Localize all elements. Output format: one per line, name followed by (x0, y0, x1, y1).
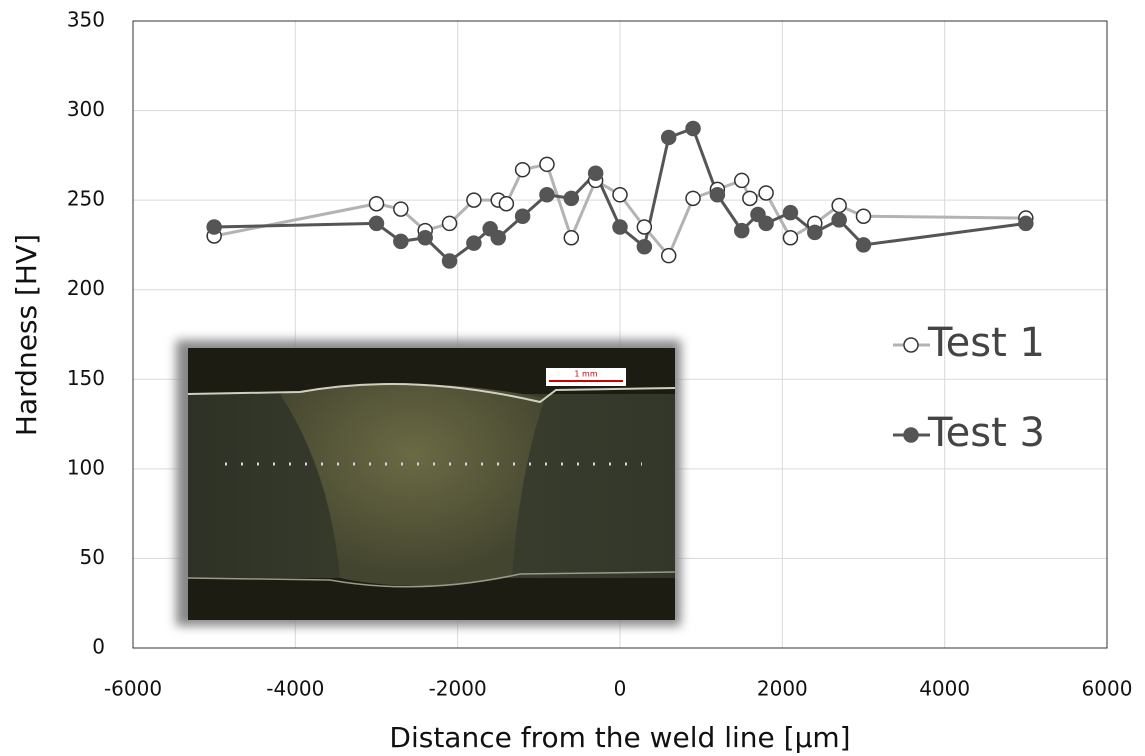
data-point (758, 185, 774, 201)
bottom-surface (187, 571, 676, 588)
legend-label: Test 3 (927, 410, 1045, 456)
x-tick-label: -4000 (266, 677, 324, 701)
data-point (612, 187, 628, 203)
data-point (563, 190, 580, 207)
data-point (514, 161, 531, 178)
data-point (393, 201, 409, 217)
x-axis-title: Distance from the weld line [µm] (389, 721, 850, 754)
scale-label: 1 mm (574, 370, 597, 379)
legend-label: Test 1 (927, 320, 1045, 366)
y-tick-label: 300 (67, 97, 105, 121)
data-point (855, 208, 872, 225)
legend-marker (903, 427, 919, 443)
data-point (734, 222, 750, 239)
data-point (498, 195, 515, 212)
data-point (636, 219, 653, 235)
data-point (782, 204, 799, 221)
data-point (417, 230, 433, 246)
y-tick-label: 150 (67, 366, 105, 390)
y-axis-title: Hardness [HV] (10, 234, 43, 436)
data-point (490, 230, 506, 246)
data-point (709, 187, 726, 203)
data-point (758, 215, 774, 232)
x-tick-label: 4000 (919, 677, 970, 701)
micrograph-inset: 1 mm (176, 340, 681, 626)
data-point (831, 212, 847, 228)
data-point (734, 172, 750, 189)
top-surface (187, 383, 676, 404)
data-point (742, 190, 758, 207)
data-point (660, 247, 677, 264)
data-point (612, 219, 628, 235)
data-point (587, 165, 604, 182)
data-point (393, 233, 409, 250)
x-tick-label: 0 (614, 677, 627, 701)
data-point (539, 187, 555, 203)
legend-marker (903, 337, 919, 353)
data-point (807, 224, 823, 241)
data-point (514, 208, 531, 225)
data-layer (206, 120, 1034, 269)
data-point (855, 237, 872, 253)
y-tick-label: 50 (80, 545, 105, 569)
x-tick-label: 2000 (757, 677, 808, 701)
y-tick-label: 250 (67, 187, 105, 211)
y-tick-label: 0 (92, 635, 105, 659)
data-point (441, 215, 458, 232)
data-point (831, 197, 847, 214)
data-point (368, 195, 385, 212)
y-tick-label: 100 (67, 455, 105, 479)
data-point (685, 120, 701, 137)
y-tick-label: 350 (67, 8, 105, 32)
x-tick-label: -2000 (429, 677, 487, 701)
data-point (660, 129, 677, 146)
data-point (636, 238, 653, 255)
data-point (441, 253, 458, 269)
data-point (685, 190, 701, 207)
data-point (466, 192, 482, 208)
x-tick-label: -6000 (104, 677, 162, 701)
data-point (368, 215, 385, 232)
plot-frame (132, 20, 1108, 649)
weld-nugget (280, 383, 545, 586)
data-point (539, 156, 555, 173)
x-tick-label: 6000 (1082, 677, 1133, 701)
data-point (466, 235, 482, 251)
data-point (1018, 215, 1034, 232)
data-point (782, 230, 799, 246)
data-point (206, 219, 222, 235)
data-point (563, 230, 580, 246)
y-tick-label: 200 (67, 276, 105, 300)
